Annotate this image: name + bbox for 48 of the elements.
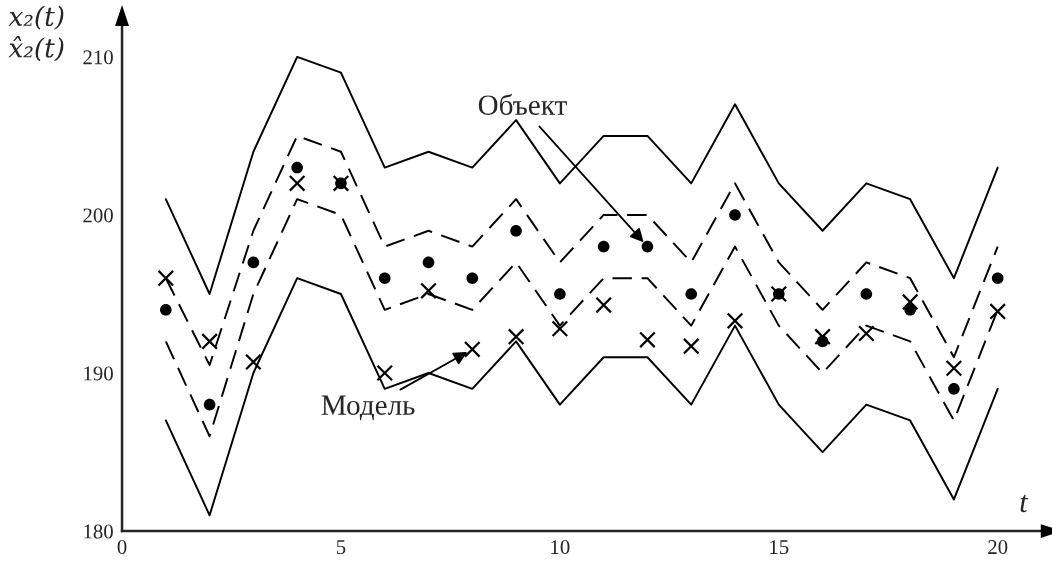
point bbox=[948, 383, 960, 395]
point bbox=[814, 328, 831, 346]
point bbox=[945, 359, 963, 377]
point bbox=[685, 288, 698, 300]
point bbox=[641, 240, 654, 253]
y-tick-label: 200 bbox=[83, 208, 113, 223]
y-tick-label: 210 bbox=[83, 50, 113, 65]
point bbox=[378, 272, 391, 284]
point bbox=[860, 288, 873, 300]
y-tick-label: 190 bbox=[84, 366, 113, 381]
point bbox=[597, 240, 610, 253]
point bbox=[554, 288, 566, 300]
point bbox=[991, 272, 1004, 284]
x-tick-label: 10 bbox=[551, 540, 570, 555]
point bbox=[510, 224, 522, 237]
point bbox=[201, 333, 218, 350]
point bbox=[551, 320, 569, 338]
point bbox=[291, 161, 303, 174]
point bbox=[244, 353, 262, 371]
point bbox=[466, 272, 479, 284]
point bbox=[376, 364, 394, 382]
annotation: Объект bbox=[478, 93, 567, 115]
x-axis-title: t bbox=[1020, 494, 1029, 513]
point bbox=[203, 398, 216, 411]
point bbox=[729, 209, 741, 221]
point bbox=[160, 303, 172, 316]
point bbox=[989, 302, 1007, 320]
point bbox=[726, 312, 744, 330]
point bbox=[901, 293, 919, 311]
point bbox=[247, 256, 260, 269]
y-tick-label: 180 bbox=[84, 524, 113, 539]
line-series bbox=[164, 55, 999, 295]
point bbox=[422, 256, 435, 269]
y-axis-title: x₂(t) x̂₂(t) bbox=[8, 5, 64, 62]
line-series bbox=[164, 277, 999, 517]
point bbox=[157, 269, 175, 287]
x-tick-label: 5 bbox=[336, 540, 346, 555]
x-tick-label: 0 bbox=[117, 540, 127, 555]
point bbox=[595, 296, 613, 314]
x-tick-label: 15 bbox=[770, 540, 789, 555]
x-tick-label: 20 bbox=[988, 540, 1008, 555]
point bbox=[639, 331, 656, 349]
point bbox=[682, 337, 700, 355]
point bbox=[507, 328, 525, 346]
point bbox=[857, 325, 875, 342]
point bbox=[420, 282, 437, 300]
point bbox=[288, 174, 306, 192]
annotation: Модель bbox=[321, 395, 415, 421]
